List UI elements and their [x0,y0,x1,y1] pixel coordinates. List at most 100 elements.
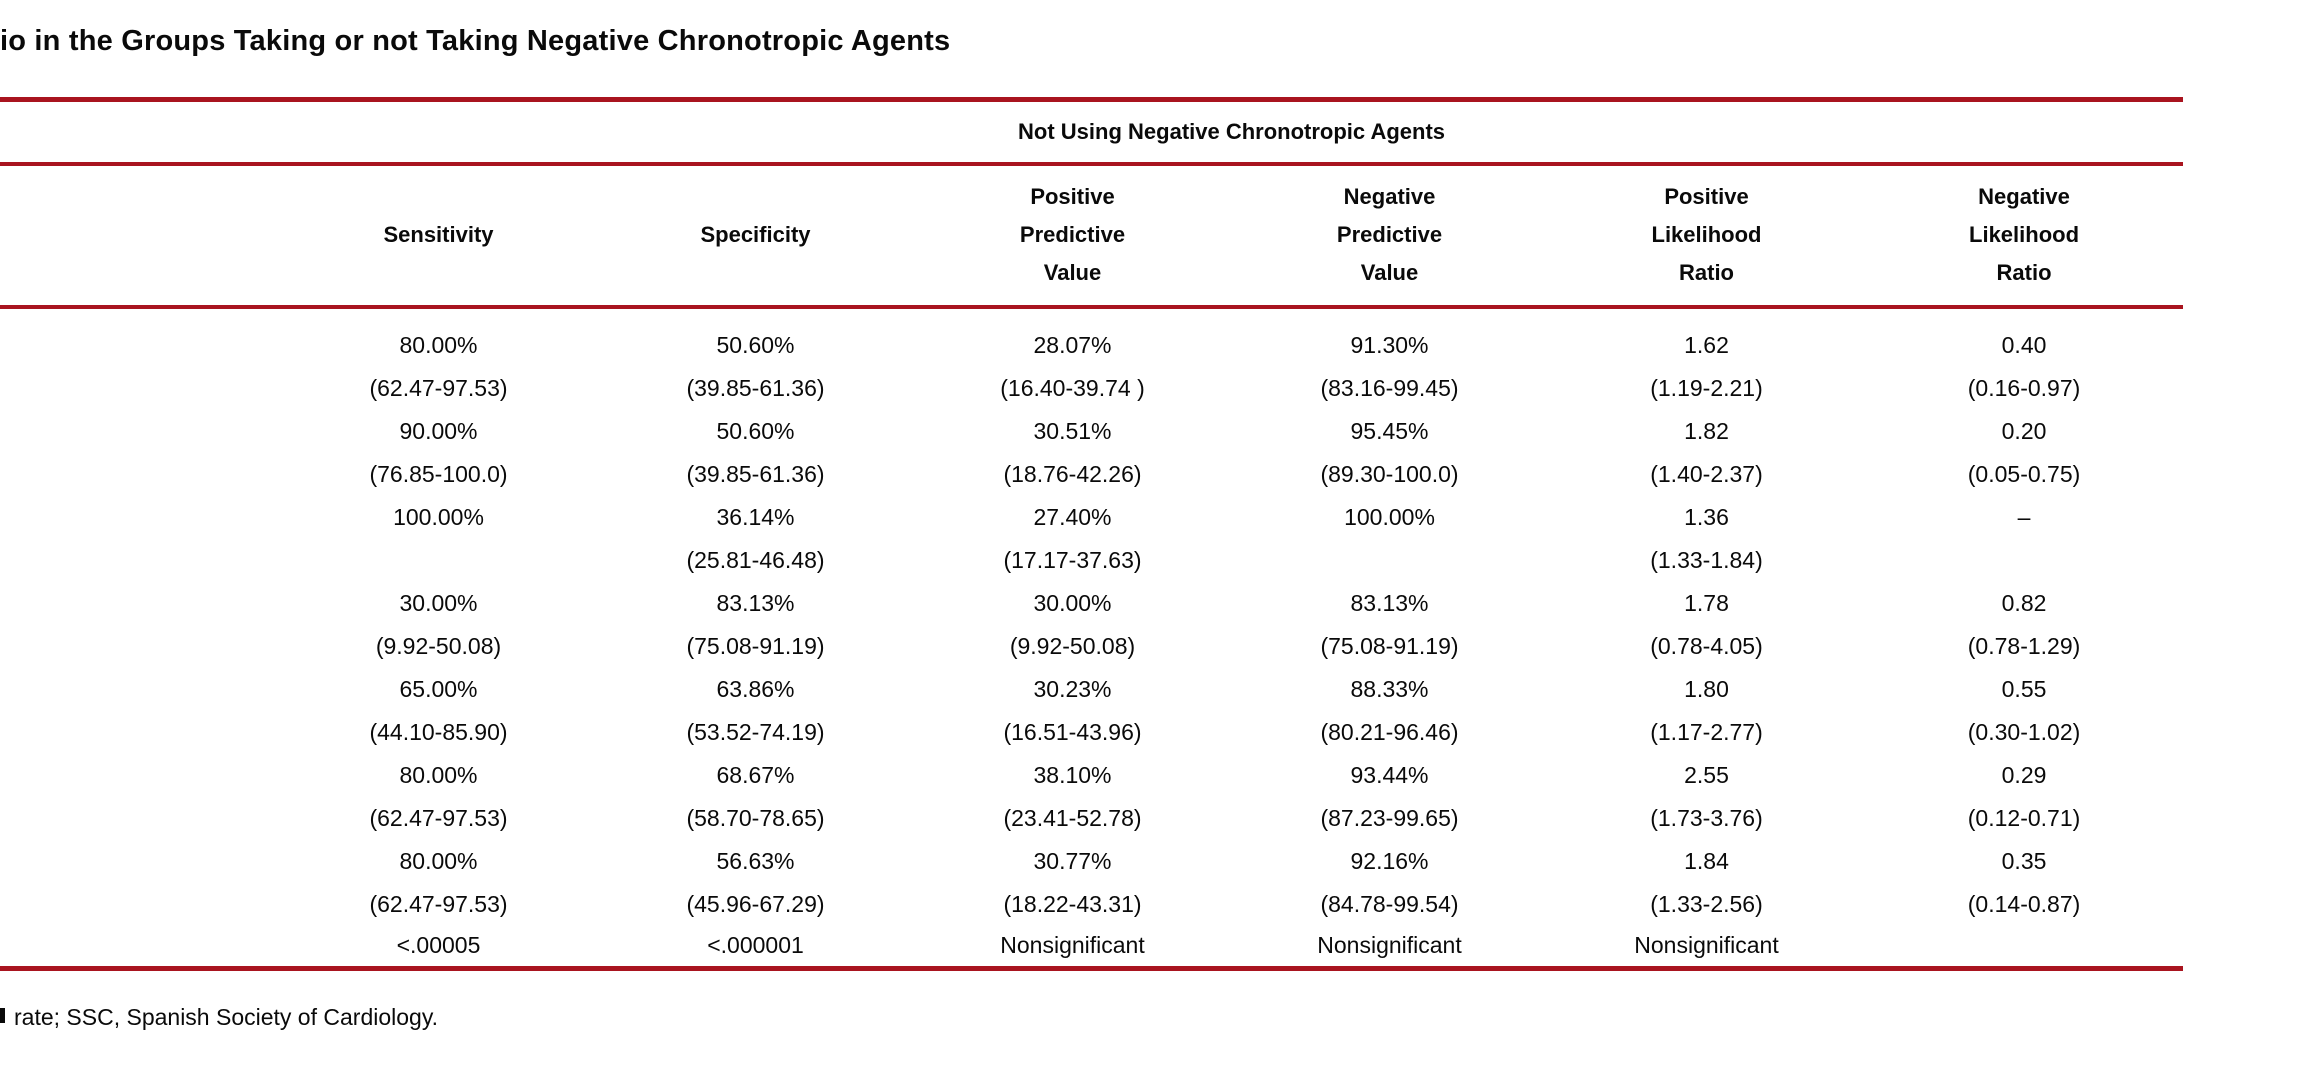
row-label-cell-clipped [0,711,280,754]
table-cell: (80.21-96.46) [1320,718,1459,745]
table-cell: 0.35 [2001,847,2047,874]
table-cell: (89.30-100.0) [1320,460,1459,487]
table-row: 80.00% 68.67% 38.10% 93.44% 2.55 0.29 [0,754,2183,797]
clipped-character-fragment [0,1008,5,1023]
table-title-clipped: io in the Groups Taking or not Taking Ne… [0,25,951,57]
table-row: (76.85-100.0) (39.85-61.36) (18.76-42.26) (… [0,453,2183,496]
table-cell: (62.47-97.53) [369,890,508,917]
table-cell: (23.41-52.78) [1003,804,1142,831]
table-cell: 63.86% [716,675,795,702]
table-body: 80.00% 50.60% 28.07% 91.30% 1.62 0.40 (62.47-9… [0,307,2183,969]
row-label-cell-clipped [0,754,280,797]
row-label-cell-clipped [0,324,280,367]
table-cell: (9.92-50.08) [1009,632,1136,659]
table-cell: (16.40-39.74 ) [1000,374,1145,401]
table-cell: 50.60% [716,331,795,358]
table-cell: 68.67% [716,761,795,788]
spacer-row [0,307,2183,324]
table-cell: 91.30% [1350,331,1429,358]
table-cell: 1.78 [1684,589,1729,616]
row-label-cell-clipped [0,797,280,840]
row-label-header-cell-clipped [0,163,280,309]
table-row: 80.00% 56.63% 30.77% 92.16% 1.84 0.35 [0,840,2183,883]
table-cell: 30.23% [1033,675,1112,702]
table-row: (44.10-85.90) (53.52-74.19) (16.51-43.96) (… [0,711,2183,754]
column-header-specificity: Specificity [597,163,914,309]
table-cell: 30.00% [1033,589,1112,616]
table-cell: 80.00% [399,761,478,788]
table-cell: (0.12-0.71) [1967,804,2081,831]
table-cell: (58.70-78.65) [686,804,825,831]
table-cell [1865,926,2183,969]
table-cell: 0.40 [2001,331,2047,358]
table-cell: (1.33-1.84) [1650,546,1763,573]
table-cell: 0.55 [2001,675,2047,702]
table-cell: Nonsignificant [1317,932,1462,959]
table-cell: – [2017,503,2031,530]
table-cell: (75.08-91.19) [686,632,825,659]
table-cell: (18.76-42.26) [1003,460,1142,487]
table-row: <.00005 <.000001 Nonsignificant Nonsignific… [0,926,2183,969]
table-cell: (87.23-99.65) [1320,804,1459,831]
table-cell: 27.40% [1033,503,1112,530]
table-cell: 1.82 [1684,417,1729,444]
table-cell: (75.08-91.19) [1320,632,1459,659]
table-cell: 38.10% [1033,761,1112,788]
table-cell: (0.30-1.02) [1967,718,2081,745]
table-cell [1865,539,2183,582]
table-cell: 56.63% [716,847,795,874]
row-label-cell-clipped [0,367,280,410]
table-row: (62.47-97.53) (39.85-61.36) (16.40-39.74 )… [0,367,2183,410]
table-cell: (1.19-2.21) [1650,374,1763,401]
table-cell: 95.45% [1350,417,1429,444]
table-row: 90.00% 50.60% 30.51% 95.45% 1.82 0.20 [0,410,2183,453]
table-row: (62.47-97.53) (58.70-78.65) (23.41-52.78) (… [0,797,2183,840]
column-header-positive-likelihood-ratio: Positive Likelihood Ratio [1548,163,1865,309]
table-cell: (0.05-0.75) [1967,460,2081,487]
table-row: 100.00% 36.14% 27.40% 100.00% 1.36 – [0,496,2183,539]
table-cell: 80.00% [399,331,478,358]
footnote-clipped: rate; SSC, Spanish Society of Cardiology… [14,1004,439,1030]
table-cell: 100.00% [393,503,484,530]
table-cell: (1.73-3.76) [1650,804,1763,831]
table-head: Not Using Negative Chronotropic Agents S… [0,99,2184,309]
table-cell: (9.92-50.08) [375,632,502,659]
table-cell: 30.00% [399,589,478,616]
row-label-cell-clipped [0,496,280,539]
table-row: 30.00% 83.13% 30.00% 83.13% 1.78 0.82 [0,582,2183,625]
table-row: (25.81-46.48) (17.17-37.63) (1.33-1.84) [0,539,2183,582]
table-cell: <.00005 [396,932,481,959]
table-row: 65.00% 63.86% 30.23% 88.33% 1.80 0.55 [0,668,2183,711]
table-cell [1231,539,1548,582]
table-cell: (76.85-100.0) [369,460,508,487]
row-label-cell-clipped [0,539,280,582]
column-header-positive-predictive-value: Positive Predictive Value [914,163,1231,309]
row-label-cell-clipped [0,883,280,926]
table-cell: (0.78-4.05) [1650,632,1763,659]
table-cell: 50.60% [716,417,795,444]
column-header-negative-likelihood-ratio: Negative Likelihood Ratio [1865,163,2184,309]
table-cell: 1.84 [1684,847,1729,874]
table-cell: (44.10-85.90) [369,718,508,745]
table-cell [280,539,597,582]
table-cell: (83.16-99.45) [1320,374,1459,401]
row-label-cell-clipped [0,582,280,625]
column-header-negative-predictive-value: Negative Predictive Value [1231,163,1548,309]
column-header-sensitivity: Sensitivity [280,163,597,309]
table-cell: 1.62 [1684,331,1729,358]
table-cell: 65.00% [399,675,478,702]
table-cell: <.000001 [707,932,804,959]
span-header: Not Using Negative Chronotropic Agents [280,99,2184,166]
table-cell: (18.22-43.31) [1003,890,1142,917]
span-header-row: Not Using Negative Chronotropic Agents [0,99,2184,166]
table-cell: 90.00% [399,417,478,444]
row-label-cell-clipped [0,840,280,883]
table-cell: Nonsignificant [1634,932,1779,959]
table-cell: 0.29 [2001,761,2047,788]
table-row: (9.92-50.08) (75.08-91.19) (9.92-50.08) (75… [0,625,2183,668]
table-row: 80.00% 50.60% 28.07% 91.30% 1.62 0.40 [0,324,2183,367]
table-cell: 28.07% [1033,331,1112,358]
row-label-cell-clipped [0,453,280,496]
table-cell: (16.51-43.96) [1003,718,1142,745]
table-cell: (0.78-1.29) [1967,632,2081,659]
